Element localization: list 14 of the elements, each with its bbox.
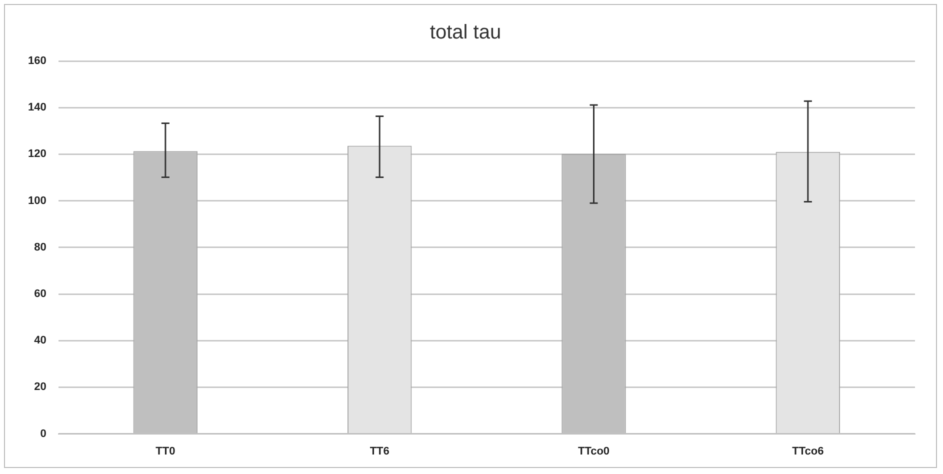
x-tick-label: TT0: [156, 445, 176, 458]
y-tick-label: 160: [28, 55, 46, 68]
x-tick-label: TT6: [370, 445, 390, 458]
y-tick-label: 140: [28, 102, 46, 114]
y-tick-label: 0: [40, 428, 46, 440]
x-tick-label: TTco6: [792, 445, 824, 458]
y-tick-label: 80: [34, 241, 46, 254]
y-tick-label: 120: [28, 148, 46, 160]
chart-title: total tau: [430, 22, 502, 44]
x-tick-label: TTco0: [578, 445, 610, 458]
y-tick-label: 20: [34, 381, 46, 394]
y-tick-label: 60: [34, 288, 46, 300]
y-tick-label: 100: [28, 194, 46, 207]
y-tick-label: 40: [34, 334, 46, 347]
